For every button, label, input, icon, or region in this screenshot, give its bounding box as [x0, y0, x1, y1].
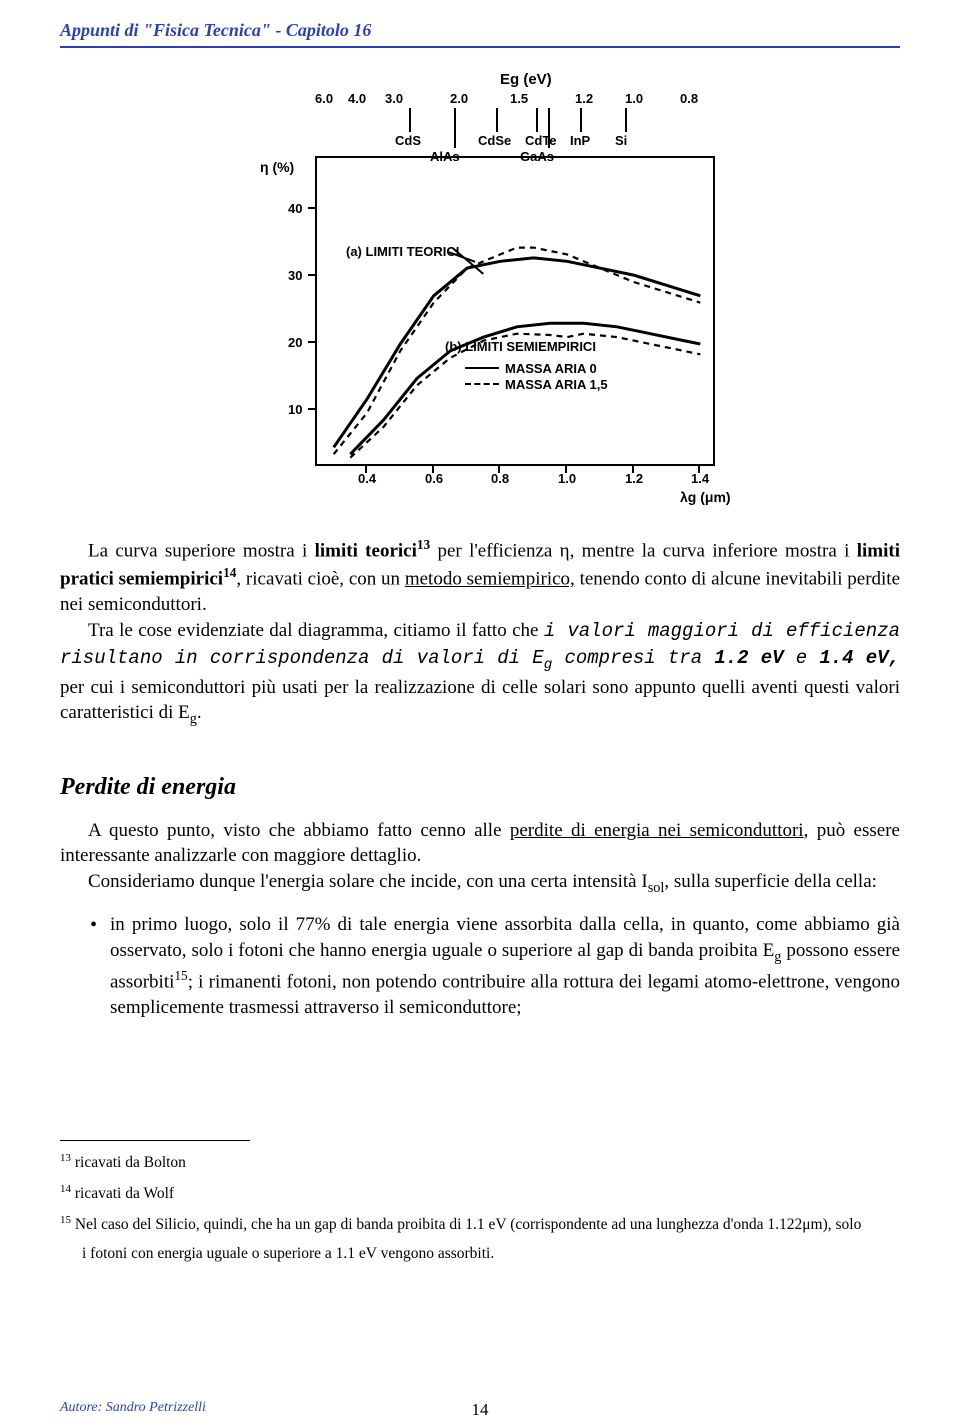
- mat-tick: [496, 108, 498, 132]
- text-mono-bold: 1.4 eV,: [819, 647, 900, 669]
- plot-frame: [315, 156, 715, 466]
- xtick-mark: [565, 466, 567, 473]
- text-sub: sol: [648, 880, 665, 896]
- top-tick-3: 2.0: [450, 90, 468, 108]
- paragraph-2: Tra le cose evidenziate dal diagramma, c…: [60, 618, 900, 729]
- section-p1: A questo punto, visto che abbiamo fatto …: [60, 818, 900, 869]
- legend-solid-line: [465, 367, 499, 369]
- x-axis-title: λg (μm): [680, 488, 731, 507]
- xtick-4: 1.2: [625, 470, 643, 488]
- top-tick-0: 6.0: [315, 90, 333, 108]
- section-p2: Consideriamo dunque l'energia solare che…: [60, 869, 900, 898]
- text: , ricavati cioè, con un: [236, 569, 404, 590]
- ytick-mark: [308, 274, 315, 276]
- section-heading: Perdite di energia: [60, 771, 900, 803]
- text: , sulla superficie della cella:: [664, 871, 877, 892]
- y-axis-title: η (%): [260, 158, 294, 177]
- legend-dash: MASSA ARIA 1,5: [505, 376, 608, 394]
- page-footer: 14 Autore: Sandro Petrizzelli: [60, 1399, 900, 1418]
- ytick-mark: [308, 207, 315, 209]
- footnote-14: 14 ricavati da Wolf: [60, 1182, 900, 1205]
- ytick-mark: [308, 408, 315, 410]
- mat-tick: [548, 108, 550, 148]
- fn-num: 13: [60, 1152, 71, 1164]
- mat-tick: [580, 108, 582, 132]
- mat-inp: InP: [570, 132, 590, 150]
- mat-tick: [536, 108, 538, 132]
- top-tick-6: 1.0: [625, 90, 643, 108]
- text: A questo punto, visto che abbiamo fatto …: [88, 820, 510, 841]
- mat-cdte: CdTe: [525, 132, 557, 150]
- fn-num: 14: [60, 1183, 71, 1195]
- mat-tick: [409, 108, 411, 132]
- text: La curva superiore mostra i: [88, 541, 315, 562]
- footnote-separator: [60, 1140, 250, 1141]
- fn-num: 15: [60, 1214, 71, 1226]
- xtick-0: 0.4: [358, 470, 376, 488]
- plot-svg: [317, 158, 717, 468]
- bullet-list: in primo luogo, solo il 77% di tale ener…: [60, 912, 900, 1020]
- text-mono: compresi tra: [552, 647, 714, 669]
- fn-text: i fotoni con energia uguale o superiore …: [82, 1245, 494, 1262]
- efficiency-chart: Eg (eV) 6.0 4.0 3.0 2.0 1.5 1.2 1.0 0.8 …: [200, 70, 760, 510]
- text: ; i rimanenti fotoni, non potendo contri…: [110, 971, 900, 1018]
- figure-container: Eg (eV) 6.0 4.0 3.0 2.0 1.5 1.2 1.0 0.8 …: [60, 70, 900, 510]
- text-mono-bold: 1.2 eV: [714, 647, 783, 669]
- text: per l'efficienza η, mentre la curva infe…: [430, 541, 857, 562]
- top-axis-title: Eg (eV): [500, 70, 552, 90]
- ytick-40: 40: [288, 200, 302, 218]
- label-a: (a) LIMITI TEORICI: [346, 243, 459, 261]
- fn-text: ricavati da Wolf: [71, 1185, 174, 1202]
- text: Tra le cose evidenziate dal diagramma, c…: [88, 620, 544, 641]
- xtick-5: 1.4: [691, 470, 709, 488]
- xtick-mark: [365, 466, 367, 473]
- legend-dash-line: [465, 383, 499, 385]
- ytick-20: 20: [288, 334, 302, 352]
- page-number: 14: [60, 1399, 900, 1422]
- text-underline: metodo semiempirico,: [405, 569, 575, 590]
- ytick-10: 10: [288, 401, 302, 419]
- top-tick-4: 1.5: [510, 90, 528, 108]
- xtick-3: 1.0: [558, 470, 576, 488]
- ytick-30: 30: [288, 267, 302, 285]
- text-sub: g: [544, 656, 553, 672]
- fn-text: ricavati da Bolton: [71, 1154, 186, 1171]
- xtick-mark: [498, 466, 500, 473]
- text-bold: limiti teorici: [315, 541, 417, 562]
- footnote-ref-14: 14: [223, 565, 236, 580]
- ytick-mark: [308, 341, 315, 343]
- top-tick-5: 1.2: [575, 90, 593, 108]
- paragraph-1: La curva superiore mostra i limiti teori…: [60, 536, 900, 618]
- text-sub: g: [190, 711, 197, 727]
- text: Consideriamo dunque l'energia solare che…: [88, 871, 648, 892]
- xtick-2: 0.8: [491, 470, 509, 488]
- top-tick-7: 0.8: [680, 90, 698, 108]
- text-underline: perdite di energia nei semiconduttori: [510, 820, 804, 841]
- header-rule: [60, 46, 900, 48]
- footnote-15: 15 Nel caso del Silicio, quindi, che ha …: [60, 1213, 900, 1236]
- text: .: [197, 702, 202, 723]
- page-header-title: Appunti di "Fisica Tecnica" - Capitolo 1…: [60, 18, 900, 42]
- footnote-ref-15: 15: [174, 968, 187, 983]
- fn-text: Nel caso del Silicio, quindi, che ha un …: [71, 1217, 861, 1234]
- label-b: (b) LIMITI SEMIEMPIRICI: [445, 338, 596, 356]
- xtick-mark: [632, 466, 634, 473]
- mat-tick: [625, 108, 627, 132]
- footnote-13: 13 ricavati da Bolton: [60, 1151, 900, 1174]
- top-tick-1: 4.0: [348, 90, 366, 108]
- text: per cui i semiconduttori più usati per l…: [60, 677, 900, 724]
- text-mono: e: [784, 647, 820, 669]
- xtick-mark: [698, 466, 700, 473]
- xtick-mark: [432, 466, 434, 473]
- mat-si: Si: [615, 132, 627, 150]
- mat-tick: [454, 108, 456, 148]
- top-tick-2: 3.0: [385, 90, 403, 108]
- mat-cds: CdS: [395, 132, 421, 150]
- legend-solid: MASSA ARIA 0: [505, 360, 597, 378]
- mat-cdse: CdSe: [478, 132, 511, 150]
- footnote-ref-13: 13: [417, 537, 430, 552]
- bullet-item: in primo luogo, solo il 77% di tale ener…: [90, 912, 900, 1020]
- xtick-1: 0.6: [425, 470, 443, 488]
- footnote-15-cont: i fotoni con energia uguale o superiore …: [60, 1244, 900, 1265]
